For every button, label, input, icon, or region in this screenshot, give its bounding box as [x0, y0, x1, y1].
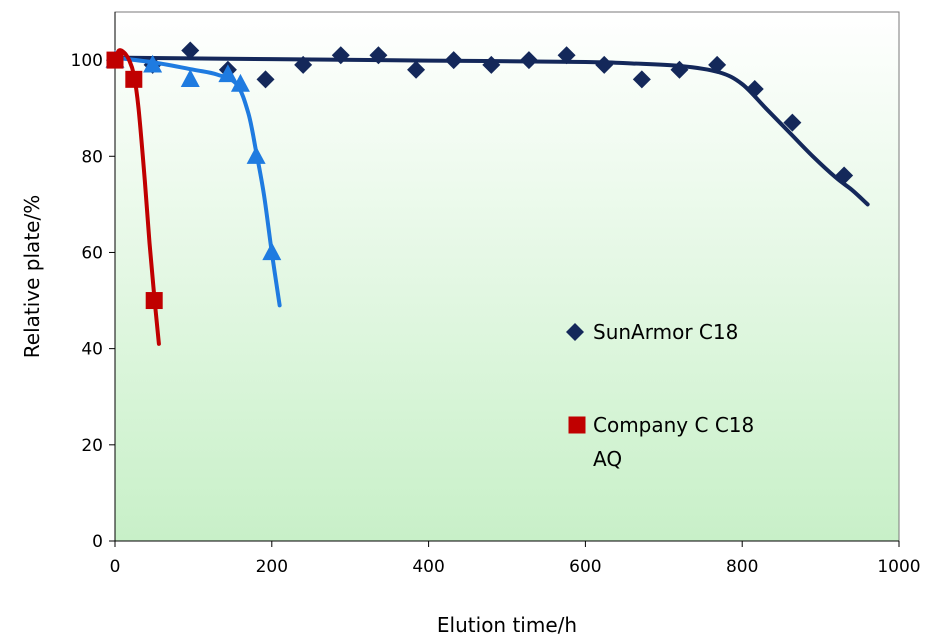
series-0-group: [106, 41, 870, 207]
y-tick-label: 80: [81, 147, 103, 167]
series-2-point-2: [180, 69, 200, 87]
series-2-point-1: [143, 54, 163, 73]
x-tick-label: 400: [412, 557, 444, 577]
series-2-point-3: [218, 64, 238, 83]
legend-marker-0: [566, 323, 584, 341]
series-0-point-9: [444, 51, 463, 70]
y-tick-label: 100: [71, 51, 103, 71]
series-2-trend-line: [113, 55, 282, 308]
legend: SunArmor C18 Company C C18 AQ: [566, 320, 754, 471]
x-tick-label: 1000: [877, 557, 920, 577]
series-0-point-2: [181, 41, 200, 60]
y-tick-label: 0: [92, 532, 103, 552]
x-tick-label: 200: [256, 557, 288, 577]
series-0-point-14: [632, 70, 651, 89]
x-tick-label: 800: [726, 557, 758, 577]
series-1-point-1: [125, 70, 143, 88]
series-1-point-2: [145, 292, 163, 310]
y-axis-title: Relative plate/%: [20, 195, 44, 358]
series-0-point-8: [407, 60, 426, 79]
series-0-point-16: [708, 55, 727, 74]
series-2-point-5: [246, 146, 266, 164]
series-0-point-17: [745, 79, 764, 98]
series-1-point-0: [106, 51, 124, 69]
y-tick-label: 60: [81, 243, 103, 263]
series-0-point-11: [519, 51, 538, 70]
legend-marker-1: [568, 416, 586, 434]
series-0-point-6: [331, 46, 350, 65]
series-1-trend-line: [113, 48, 161, 346]
legend-label-line-1: Company C C18: [593, 413, 754, 437]
series-2-point-6: [262, 242, 282, 261]
series-2-point-4: [230, 73, 250, 92]
series-0-point-4: [256, 70, 275, 89]
series-0-trend-line: [113, 55, 870, 207]
y-tick-label: 40: [81, 340, 103, 360]
legend-label-1: Company C C18 AQ: [593, 413, 754, 471]
x-axis-title: Elution time/h: [437, 613, 577, 637]
series-0-point-5: [294, 55, 313, 74]
series-0-point-18: [783, 113, 802, 132]
series-0-point-12: [557, 46, 576, 65]
series-0-point-10: [482, 55, 501, 74]
legend-label-0: SunArmor C18: [593, 320, 738, 344]
series-0-point-13: [595, 55, 614, 74]
series-0-point-19: [835, 166, 854, 185]
x-tick-label: 0: [110, 557, 121, 577]
series-1-group: [106, 48, 163, 346]
series-0-point-7: [369, 46, 388, 65]
x-tick-label: 600: [569, 557, 601, 577]
y-tick-label: 20: [81, 436, 103, 456]
legend-label-line-2: AQ: [593, 447, 622, 471]
series-0-point-15: [670, 60, 689, 79]
